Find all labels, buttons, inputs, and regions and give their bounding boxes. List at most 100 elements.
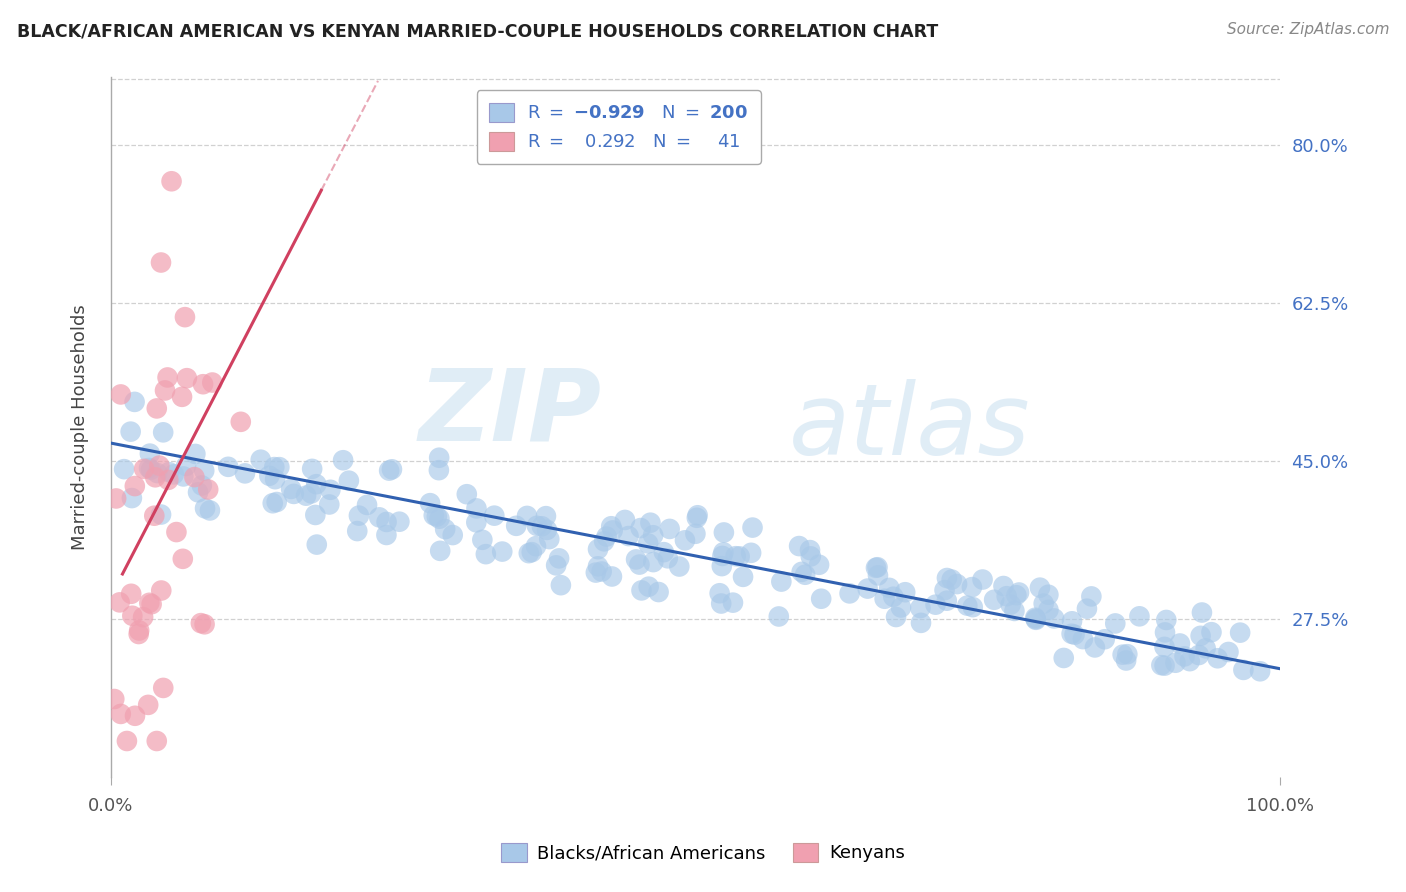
Point (484, 508, 506, 523)
Point (264, 472, 287, 486)
Point (1038, 603, 1060, 617)
Point (170, 390, 193, 404)
Point (427, 463, 450, 477)
Point (1116, 647, 1139, 661)
Point (124, 479, 146, 493)
Point (602, 524, 624, 538)
Point (375, 528, 398, 542)
Point (1111, 648, 1133, 662)
Point (668, 559, 690, 574)
Point (866, 560, 889, 574)
Point (217, 459, 239, 474)
Point (475, 547, 498, 561)
Point (711, 549, 734, 563)
Point (534, 509, 557, 524)
Point (1063, 628, 1085, 642)
Point (637, 580, 659, 594)
Point (1150, 658, 1173, 673)
Point (983, 592, 1005, 607)
Point (794, 567, 817, 582)
Point (295, 489, 318, 503)
Point (586, 542, 609, 557)
Point (890, 600, 912, 615)
Point (595, 530, 617, 544)
Point (713, 545, 735, 559)
Point (643, 555, 665, 569)
Point (375, 515, 398, 529)
Point (429, 512, 451, 526)
Point (419, 496, 441, 510)
Point (368, 510, 391, 524)
Point (198, 503, 221, 517)
Point (138, 596, 160, 610)
Point (962, 600, 984, 615)
Point (145, 734, 167, 748)
Point (176, 371, 198, 385)
Point (585, 566, 607, 580)
Point (120, 587, 142, 601)
Point (124, 708, 146, 723)
Point (305, 538, 328, 552)
Point (141, 597, 163, 611)
Point (150, 583, 173, 598)
Point (790, 565, 813, 579)
Point (1025, 612, 1047, 626)
Point (426, 509, 449, 524)
Point (993, 579, 1015, 593)
Point (630, 583, 652, 598)
Point (787, 539, 810, 553)
Point (1053, 651, 1076, 665)
Point (731, 570, 754, 584)
Point (1084, 640, 1107, 655)
Point (838, 586, 860, 600)
Point (263, 460, 285, 475)
Point (1094, 632, 1116, 647)
Point (685, 526, 707, 541)
Point (174, 310, 197, 325)
Point (538, 532, 561, 546)
Point (724, 549, 747, 564)
Point (153, 384, 176, 398)
Point (1195, 641, 1218, 656)
Point (1029, 581, 1052, 595)
Point (1153, 640, 1175, 654)
Point (128, 624, 150, 638)
Point (910, 615, 932, 630)
Point (865, 561, 887, 575)
Point (1060, 615, 1083, 629)
Point (108, 595, 131, 609)
Point (201, 376, 224, 390)
Point (686, 508, 709, 523)
Point (740, 546, 762, 560)
Point (1249, 665, 1271, 679)
Point (882, 590, 904, 604)
Point (138, 461, 160, 475)
Point (301, 462, 323, 476)
Point (103, 692, 125, 706)
Point (624, 552, 647, 566)
Point (1154, 625, 1177, 640)
Point (1128, 609, 1150, 624)
Point (1071, 632, 1094, 646)
Point (934, 583, 956, 598)
Point (110, 706, 132, 721)
Text: Source: ZipAtlas.com: Source: ZipAtlas.com (1226, 22, 1389, 37)
Point (191, 478, 214, 492)
Point (121, 608, 143, 623)
Point (191, 377, 214, 392)
Point (721, 596, 744, 610)
Point (1060, 626, 1083, 640)
Point (710, 559, 733, 574)
Point (423, 508, 446, 523)
Point (505, 518, 527, 533)
Point (1229, 625, 1251, 640)
Point (145, 401, 167, 416)
Point (894, 585, 917, 599)
Point (770, 574, 793, 589)
Point (1038, 588, 1060, 602)
Point (465, 516, 488, 530)
Point (193, 464, 215, 478)
Point (139, 462, 162, 476)
Text: atlas: atlas (789, 379, 1031, 475)
Point (304, 508, 326, 522)
